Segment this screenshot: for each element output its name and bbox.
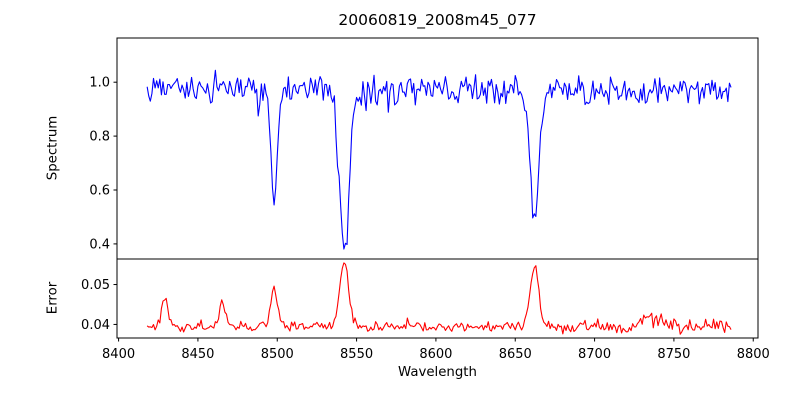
axes-frame-error (116, 258, 759, 339)
spectrum-tick-label: 0.6 (89, 184, 110, 199)
error-tick-label: 0.05 (81, 278, 110, 293)
spectrum-tick-label: 0.8 (89, 130, 110, 145)
spectrum-line (146, 69, 732, 250)
spectrum-tick-label: 1.0 (89, 76, 110, 91)
chart-title: 20060819_2008m45_077 (338, 11, 537, 29)
x-axis-tick-label: 8550 (340, 347, 373, 362)
x-axis-tick-label: 8500 (261, 347, 294, 362)
error-tick-label: 0.04 (81, 318, 110, 333)
x-axis-tick-label: 8450 (181, 347, 214, 362)
x-axis-tick-label: 8700 (578, 347, 611, 362)
x-axis-tick-label: 8800 (737, 347, 770, 362)
x-axis-tick-label: 8600 (419, 347, 452, 362)
spectrum-tick-label: 0.4 (89, 237, 110, 252)
x-axis-tick-label: 8750 (657, 347, 690, 362)
x-axis-tick-label: 8400 (102, 347, 135, 362)
axes-frame-spectrum (116, 37, 759, 260)
error-line (146, 262, 732, 335)
x-axis-label: Wavelength (398, 365, 477, 380)
x-axis-tick-label: 8650 (499, 347, 532, 362)
